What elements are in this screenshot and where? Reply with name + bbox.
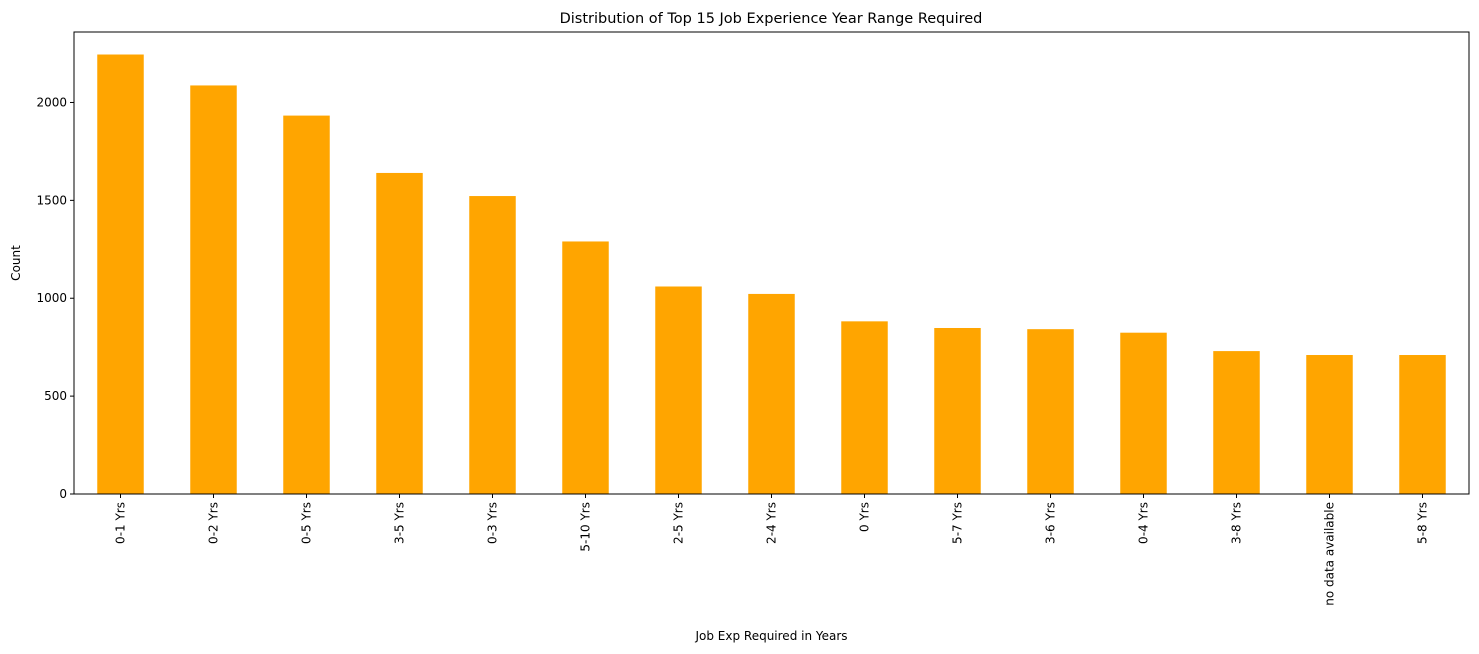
bar-0-1-yrs [97,54,144,495]
chart-title: Distribution of Top 15 Job Experience Ye… [560,11,983,27]
y-tick-label: 1000 [36,291,67,305]
y-axis: 0 500 1000 1500 2000 [36,95,74,501]
bar-3-5-yrs [376,172,423,494]
y-tick-label: 1500 [36,193,67,207]
x-axis-label: Job Exp Required in Years [694,629,847,643]
y-tick-label: 2000 [36,95,67,109]
y-tick-label: 0 [59,487,67,501]
x-tick-label: 0-3 Yrs [486,502,500,544]
bar-3-8-yrs [1213,351,1260,494]
plot-frame [73,31,1470,495]
bar-2-4-yrs [748,293,795,494]
x-axis: 0-1 Yrs 0-2 Yrs 0-5 Yrs 3-5 Yrs 0-3 Yrs 5-10 … [114,494,1430,606]
x-tick-label: no data available [1323,502,1337,606]
x-tick-label: 0-2 Yrs [207,502,221,544]
bar-0-yrs [841,321,888,494]
x-tick-label: 0-4 Yrs [1137,502,1151,544]
x-tick-label: 0-1 Yrs [114,502,128,544]
bar-no-data-available [1306,355,1353,494]
bar-5-8-yrs [1399,355,1446,494]
bar-0-5-yrs [283,115,330,495]
bars-group [97,54,1446,495]
x-tick-label: 5-7 Yrs [951,502,965,544]
bar-5-10-yrs [562,241,609,494]
bar-0-4-yrs [1120,332,1167,494]
y-tick-label: 500 [44,389,67,403]
x-tick-label: 0 Yrs [858,502,872,532]
x-tick-label: 3-5 Yrs [393,502,407,544]
bar-2-5-yrs [655,286,702,494]
x-tick-label: 3-8 Yrs [1230,502,1244,544]
bar-3-6-yrs [1027,329,1074,494]
x-tick-label: 0-5 Yrs [300,502,314,544]
bar-0-3-yrs [469,196,516,495]
bar-0-2-yrs [190,85,237,494]
x-tick-label: 5-10 Yrs [579,502,593,552]
x-tick-label: 3-6 Yrs [1044,502,1058,544]
x-tick-label: 2-5 Yrs [672,502,686,544]
x-tick-label: 2-4 Yrs [765,502,779,544]
x-tick-label: 5-8 Yrs [1416,502,1430,544]
y-axis-label: Count [9,245,23,281]
bar-5-7-yrs [934,327,981,494]
